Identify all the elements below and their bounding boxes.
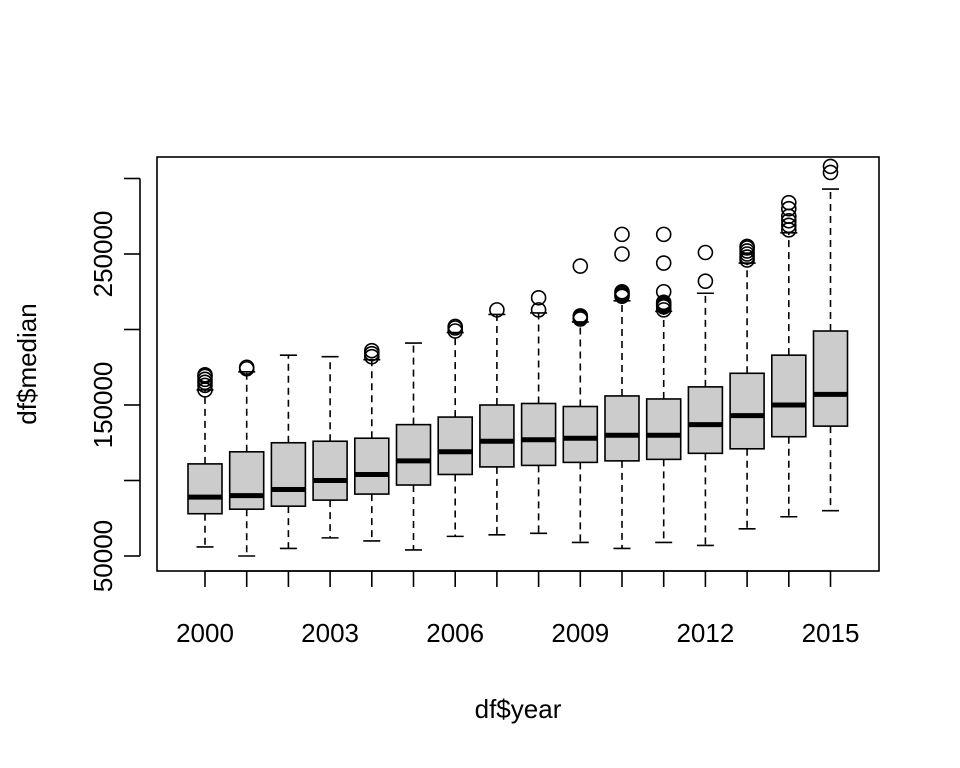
box-2007 — [479, 302, 515, 536]
box-2011 — [645, 226, 682, 544]
iqr-box — [812, 330, 849, 427]
iqr-box — [270, 441, 307, 507]
box-2005 — [395, 342, 432, 551]
iqr-box — [687, 386, 724, 455]
outlier-point — [822, 158, 839, 175]
outlier-point — [780, 200, 797, 217]
iqr-box — [645, 398, 682, 461]
x-tick-label: 2006 — [426, 618, 484, 648]
box-2008 — [520, 289, 557, 535]
outlier-point — [572, 258, 589, 274]
iqr-box — [312, 440, 348, 501]
box-2001 — [228, 359, 265, 557]
y-tick-label: 150000 — [88, 362, 118, 449]
iqr-box — [562, 405, 599, 464]
iqr-box — [729, 372, 765, 450]
outlier-point — [447, 318, 464, 335]
x-tick-label: 2000 — [176, 618, 234, 648]
x-tick-label: 2015 — [802, 618, 860, 648]
x-tick-label: 2009 — [551, 618, 609, 648]
iqr-box — [437, 416, 474, 476]
outlier-point — [697, 244, 714, 261]
x-tick-label: 2003 — [301, 618, 359, 648]
iqr-box — [520, 402, 557, 467]
outlier-point — [739, 238, 755, 255]
outlier-point — [572, 308, 589, 324]
outlier-point — [655, 226, 672, 243]
x-axis: 2000 2003 2006 2009 2012 2015 — [176, 570, 860, 648]
iqr-box — [770, 354, 807, 438]
plot-frame — [156, 156, 880, 572]
box-2004 — [353, 342, 390, 542]
box-2013 — [729, 238, 765, 530]
box-2009 — [562, 258, 599, 544]
outlier-point — [614, 226, 630, 243]
outlier-point — [614, 246, 630, 262]
box-2014 — [770, 194, 807, 518]
iqr-box — [187, 463, 223, 515]
y-tick-label: 250000 — [88, 211, 118, 298]
outlier-point — [822, 164, 839, 181]
y-axis-label: df$median — [12, 303, 42, 424]
box-2015 — [812, 158, 849, 512]
x-axis-label: df$year — [475, 694, 562, 724]
box-2003 — [312, 355, 348, 539]
outlier-point — [530, 302, 547, 318]
box-2012 — [687, 244, 724, 547]
outlier-point — [655, 283, 672, 300]
iqr-box — [228, 451, 265, 510]
outlier-point — [363, 345, 380, 362]
y-tick-label: 50000 — [88, 520, 118, 592]
box-2000 — [187, 366, 223, 548]
box-2002 — [270, 354, 307, 550]
outlier-point — [614, 283, 630, 300]
iqr-box — [353, 437, 390, 495]
outlier-point — [530, 289, 547, 306]
outlier-point — [363, 342, 380, 359]
boxes — [187, 158, 849, 557]
outlier-point — [238, 359, 255, 376]
iqr-box — [395, 423, 432, 486]
box-2006 — [437, 318, 474, 538]
outlier-point — [780, 194, 797, 211]
y-axis: 50000 150000 250000 — [88, 177, 141, 592]
outlier-point — [197, 366, 213, 383]
box-2010 — [604, 226, 640, 550]
outlier-point — [780, 212, 797, 229]
iqr-box — [604, 395, 640, 462]
x-tick-label: 2012 — [676, 618, 734, 648]
outlier-point — [697, 273, 714, 289]
iqr-box — [479, 404, 515, 468]
outlier-point — [489, 302, 505, 318]
outlier-point — [655, 255, 672, 271]
outlier-point — [655, 294, 672, 311]
outlier-point — [780, 217, 797, 234]
